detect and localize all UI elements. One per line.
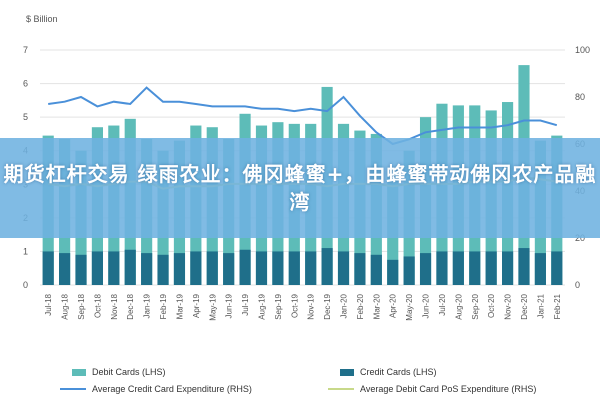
x-axis-tick-label: Feb-20 xyxy=(356,293,365,319)
credit-bar xyxy=(403,256,415,285)
right-axis-tick-label: 100 xyxy=(575,45,590,55)
x-axis-tick-label: Jun-19 xyxy=(225,293,234,318)
credit-bar xyxy=(485,251,497,285)
legend-item-debit-cards: Debit Cards (LHS) xyxy=(72,366,166,378)
credit-bar xyxy=(502,251,514,285)
credit-bar xyxy=(321,248,333,285)
avg-credit-exp-line xyxy=(48,86,558,146)
credit-bar xyxy=(124,249,136,285)
credit-bar xyxy=(239,249,251,285)
x-axis-tick-label: Oct-20 xyxy=(487,293,496,318)
legend-label-avg-debit: Average Debit Card PoS Expenditure (RHS) xyxy=(360,384,537,394)
legend-swatch-credit xyxy=(340,368,354,376)
credit-bar xyxy=(534,253,546,285)
x-axis-tick-label: Nov-18 xyxy=(110,293,119,319)
legend-label-credit: Credit Cards (LHS) xyxy=(360,367,437,377)
legend-swatch-debit xyxy=(72,368,86,376)
credit-bar xyxy=(370,254,382,285)
legend-swatch-avg-debit xyxy=(328,388,354,390)
x-axis-tick-label: Jun-20 xyxy=(422,293,431,318)
x-axis-tick-label: Nov-20 xyxy=(504,293,513,319)
x-axis-tick-label: Aug-19 xyxy=(257,293,266,319)
x-axis-tick-label: Aug-20 xyxy=(454,293,463,319)
legend-item-avg-debit-exp: Average Debit Card PoS Expenditure (RHS) xyxy=(328,383,536,395)
left-axis-tick-label: 5 xyxy=(23,112,28,122)
credit-bar xyxy=(206,251,218,285)
x-axis-tick-label: Apr-20 xyxy=(389,293,398,318)
legend-item-credit-cards: Credit Cards (LHS) xyxy=(340,366,437,378)
credit-bar xyxy=(108,251,120,285)
credit-bar xyxy=(91,251,103,285)
x-axis-tick-label: Sep-19 xyxy=(274,293,283,319)
credit-bar xyxy=(75,254,87,285)
left-axis-tick-label: 1 xyxy=(23,246,28,256)
credit-bar xyxy=(305,251,317,285)
x-axis-tick-label: Jan-19 xyxy=(143,293,152,318)
x-axis-tick-label: Oct-19 xyxy=(290,293,299,318)
right-axis-tick-label: 0 xyxy=(575,280,580,290)
x-axis-tick-label: Nov-19 xyxy=(307,293,316,319)
right-axis-tick-label: 80 xyxy=(575,92,585,102)
legend-label-avg-credit: Average Credit Card Expenditure (RHS) xyxy=(92,384,252,394)
x-axis-tick-label: Apr-19 xyxy=(192,293,201,318)
x-axis-tick-label: Jan-20 xyxy=(340,293,349,318)
credit-bar xyxy=(190,251,202,285)
x-axis-tick-label: Mar-20 xyxy=(372,293,381,319)
left-axis-tick-label: 0 xyxy=(23,280,28,290)
right-axis-tick-label: 20 xyxy=(575,233,585,243)
left-axis-tick-label: 7 xyxy=(23,45,28,55)
credit-bar xyxy=(387,259,399,285)
credit-bar xyxy=(59,253,71,285)
x-axis-tick-label: Dec-20 xyxy=(520,293,529,319)
x-axis-tick-label: Oct-18 xyxy=(93,293,102,318)
left-axis-tick-label: 6 xyxy=(23,79,28,89)
credit-bar xyxy=(469,251,481,285)
credit-bar xyxy=(551,251,563,285)
x-axis-tick-label: Sep-18 xyxy=(77,293,86,319)
credit-bar xyxy=(518,248,530,285)
legend-item-avg-credit-exp: Average Credit Card Expenditure (RHS) xyxy=(60,383,252,395)
x-axis-tick-label: Feb-19 xyxy=(159,293,168,319)
x-axis-tick-label: Mar-19 xyxy=(175,293,184,319)
x-axis-tick-label: Dec-19 xyxy=(323,293,332,319)
left-axis-label: $ Billion xyxy=(26,14,58,24)
credit-bar xyxy=(419,253,432,285)
chart-legend: Debit Cards (LHS) Credit Cards (LHS) Ave… xyxy=(0,358,600,400)
credit-bar xyxy=(42,251,54,285)
credit-bar xyxy=(255,251,268,285)
chart-axes: 01234567020406080100Jul-18Aug-18Sep-18Oc… xyxy=(23,45,590,321)
x-axis-tick-label: Aug-18 xyxy=(61,293,70,319)
x-axis-tick-label: Jan-21 xyxy=(536,293,545,318)
overlay-banner: 期货杠杆交易 绿雨农业：佛冈蜂蜜+，由蜂蜜带动佛冈农产品融湾 xyxy=(0,138,600,238)
x-axis-tick-label: Jul-18 xyxy=(44,293,53,315)
x-axis-tick-label: May-19 xyxy=(208,293,217,320)
x-axis-tick-label: May-20 xyxy=(405,293,414,320)
x-axis-tick-label: Jul-19 xyxy=(241,293,250,315)
credit-bar xyxy=(436,251,448,285)
credit-bar xyxy=(157,254,169,285)
credit-bar xyxy=(337,251,350,285)
x-axis-tick-label: Jul-20 xyxy=(438,293,447,315)
credit-bar xyxy=(288,251,300,285)
credit-bar xyxy=(272,251,284,285)
credit-bar xyxy=(173,253,186,285)
credit-bar xyxy=(141,253,153,285)
legend-swatch-avg-credit xyxy=(60,388,86,390)
x-axis-tick-label: Feb-21 xyxy=(553,293,562,319)
credit-bar xyxy=(354,253,366,285)
x-axis-tick-label: Sep-20 xyxy=(471,293,480,319)
banner-title: 期货杠杆交易 绿雨农业：佛冈蜂蜜+，由蜂蜜带动佛冈农产品融湾 xyxy=(3,162,597,214)
legend-label-debit: Debit Cards (LHS) xyxy=(92,367,166,377)
credit-bar xyxy=(223,253,235,285)
x-axis-tick-label: Dec-18 xyxy=(126,293,135,319)
credit-bar xyxy=(452,251,464,285)
